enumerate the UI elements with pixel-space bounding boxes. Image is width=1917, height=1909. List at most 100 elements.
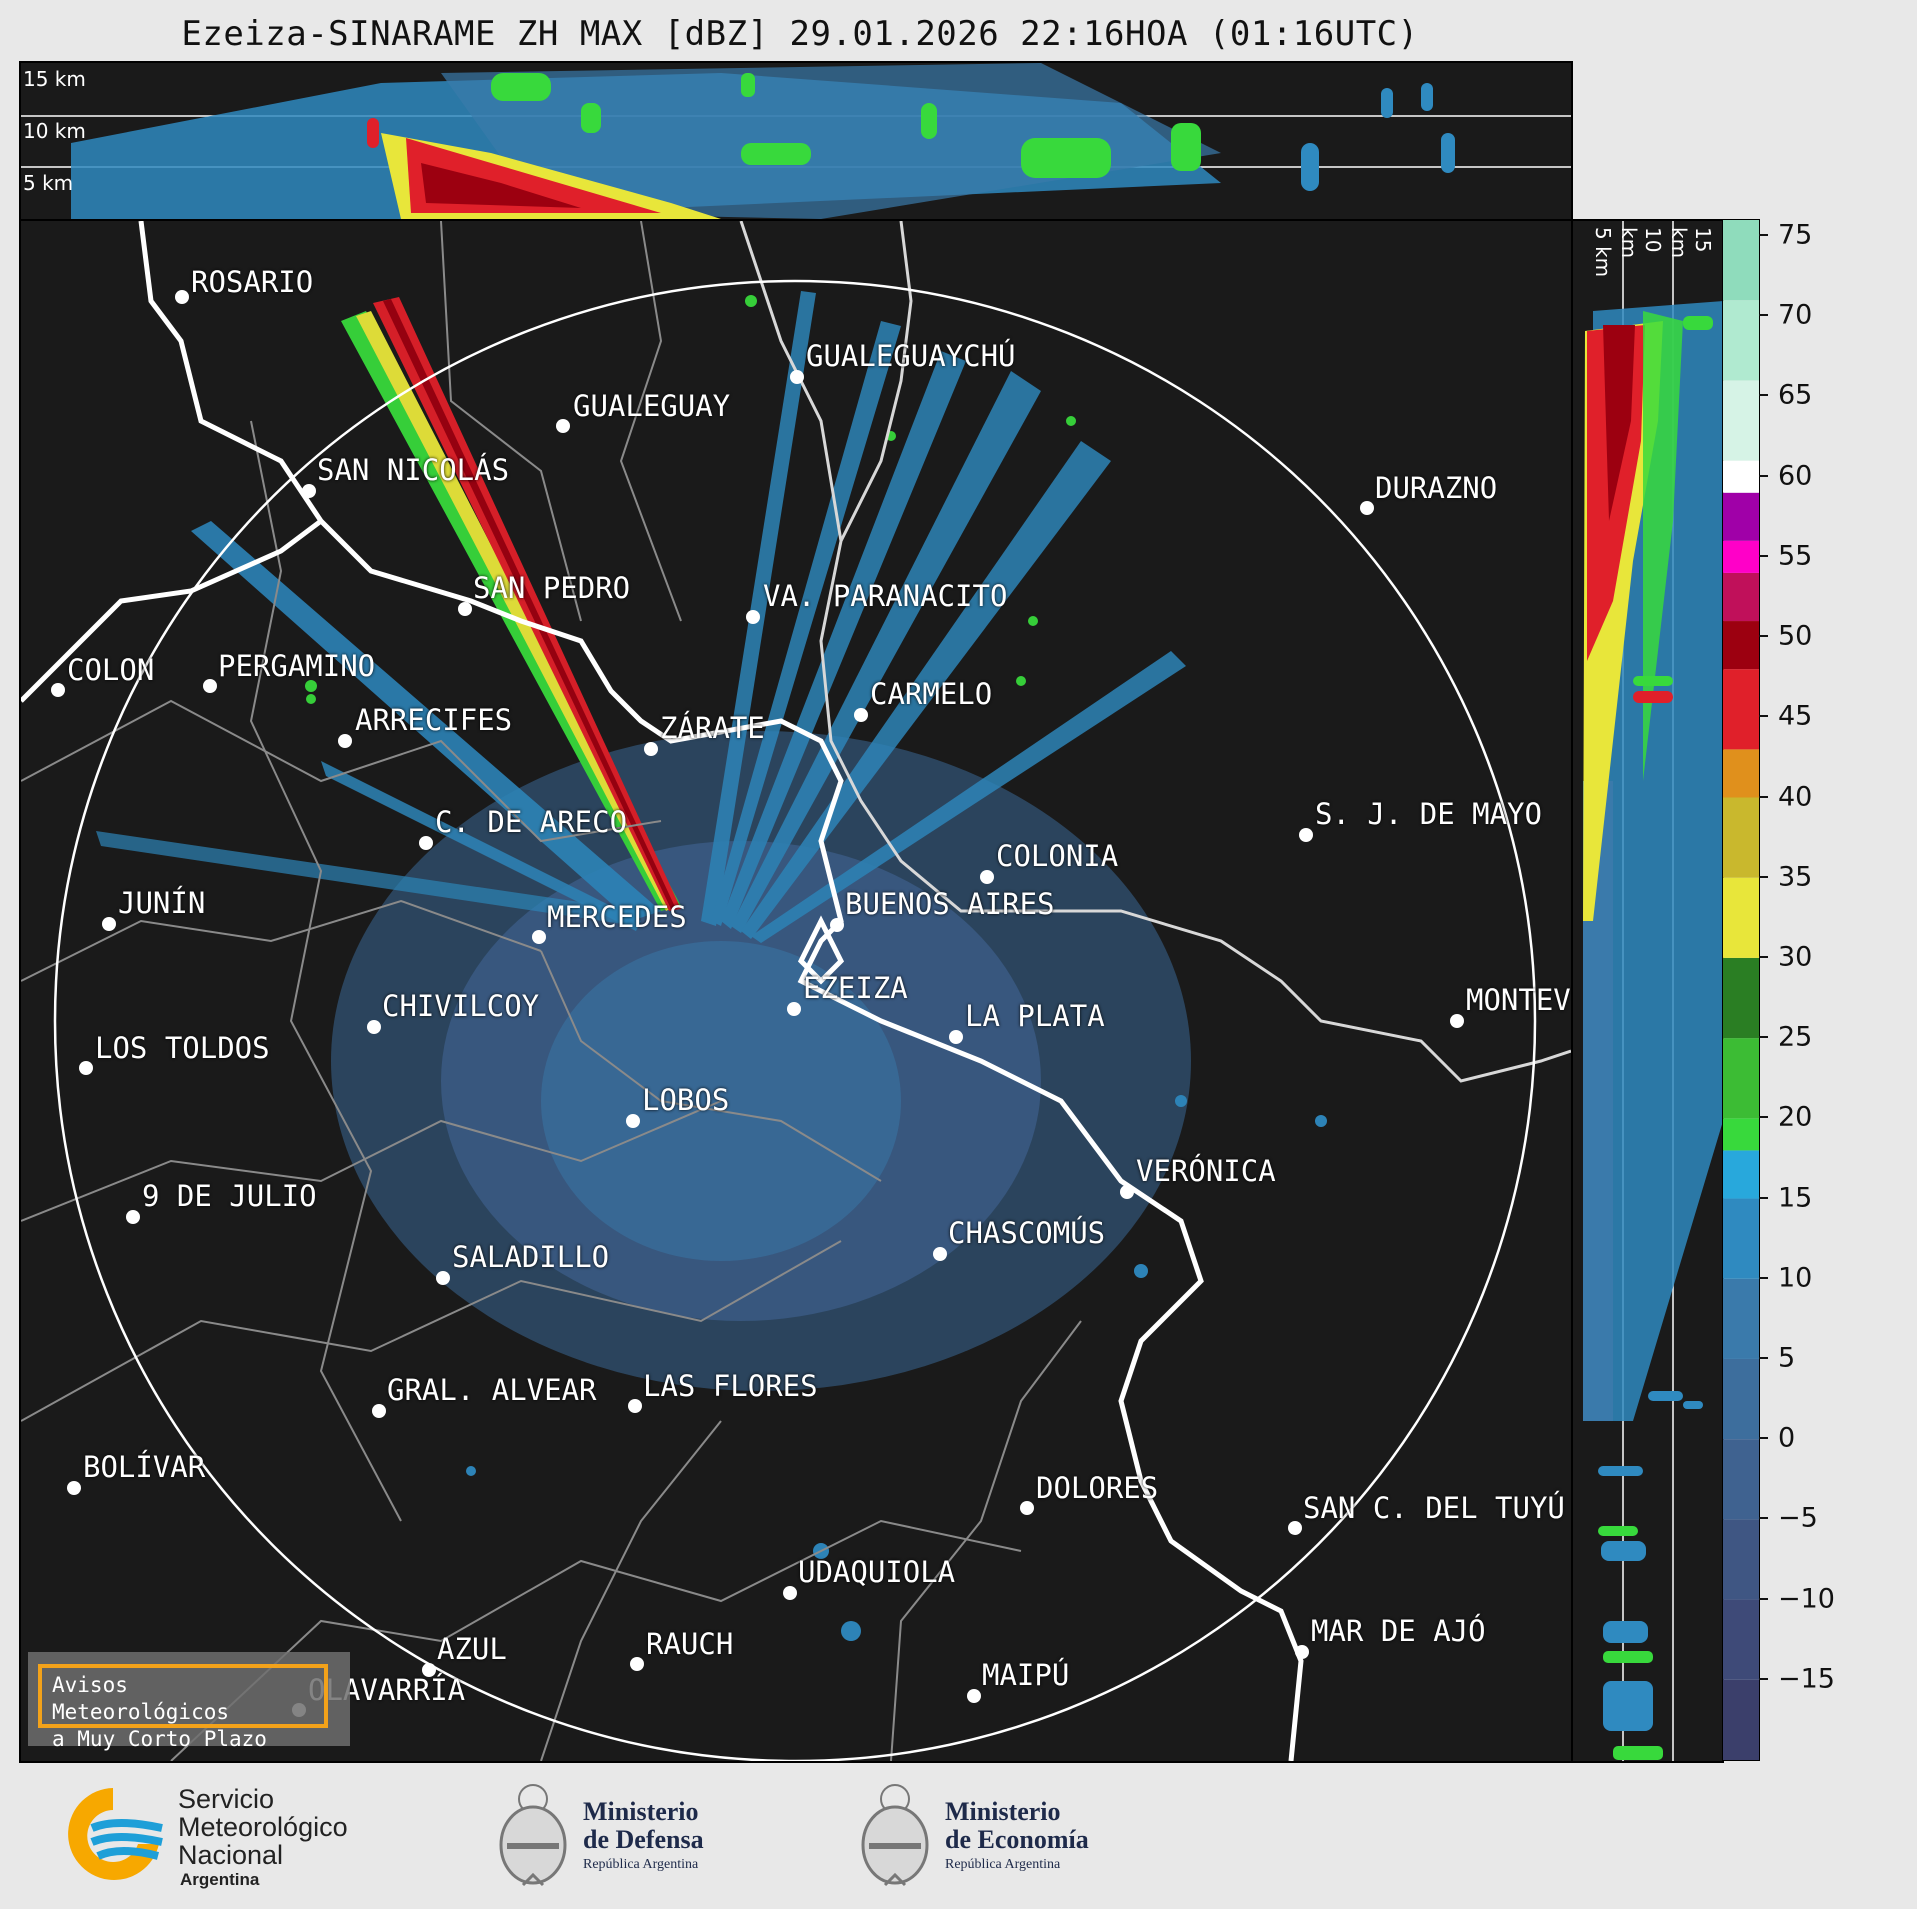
- escudo-defensa-icon: [499, 1784, 567, 1887]
- colorbar-segment: [1723, 572, 1759, 622]
- defensa-logo-line1: Ministerio: [583, 1797, 699, 1826]
- colorbar-tick-mark: [1759, 795, 1768, 798]
- city-label-gral-alvear: GRAL. ALVEAR: [387, 1373, 597, 1407]
- ministerio-economia-logo: Ministerio de Economía República Argenti…: [855, 1775, 1125, 1900]
- colorbar-tick-mark: [1759, 1677, 1768, 1680]
- colorbar-segment: [1723, 1118, 1759, 1151]
- colorbar-tick-label: 5: [1778, 1342, 1796, 1374]
- colorbar-tick-label: 75: [1778, 219, 1813, 251]
- city-label-durazno: DURAZNO: [1375, 471, 1498, 505]
- city-label-dolores: DOLORES: [1036, 1471, 1159, 1505]
- colorbar-tick-mark: [1759, 234, 1768, 237]
- city-label-saladillo: SALADILLO: [452, 1240, 610, 1274]
- colorbar-segment: [1723, 957, 1759, 1039]
- city-label-maipu: MAIPÚ: [982, 1658, 1070, 1692]
- colorbar-tick-mark: [1759, 394, 1768, 397]
- colorbar-tick-label: 55: [1778, 540, 1813, 572]
- colorbar-tick-mark: [1759, 1517, 1768, 1520]
- city-label-chascomus: CHASCOMÚS: [948, 1216, 1106, 1250]
- colorbar-tick-mark: [1759, 1196, 1768, 1199]
- colorbar-segment: [1723, 1038, 1759, 1119]
- colorbar-tick-label: −15: [1778, 1663, 1835, 1695]
- colorbar-tick-label: 25: [1778, 1021, 1813, 1053]
- colorbar-tick-label: 20: [1778, 1101, 1813, 1133]
- colorbar-segment: [1723, 1150, 1759, 1199]
- city-label-carmelo: CARMELO: [870, 677, 993, 711]
- city-label-las-flores: LAS FLORES: [643, 1369, 818, 1403]
- city-label-rosario: ROSARIO: [191, 265, 314, 299]
- city-label-udaquiola: UDAQUIOLA: [798, 1555, 956, 1589]
- range-ring: [53, 279, 1537, 1761]
- colorbar-segment: [1723, 877, 1759, 958]
- city-label-san-c-del-tuyu: SAN C. DEL TUYÚ: [1303, 1491, 1565, 1525]
- city-label-gualeguaychu: GUALEGUAYCHÚ: [806, 339, 1016, 373]
- dbz-colorbar: [1722, 219, 1760, 1761]
- colorbar-tick-label: 40: [1778, 781, 1813, 812]
- warnings-box: Avisos Meteorológicos a Muy Corto Plazo: [28, 1652, 350, 1751]
- colorbar-tick-mark: [1759, 1597, 1768, 1600]
- city-label-lobos: LOBOS: [642, 1083, 730, 1117]
- ministerio-defensa-logo: Ministerio de Defensa República Argentin…: [493, 1775, 753, 1900]
- city-label-gualeguay: GUALEGUAY: [573, 389, 731, 423]
- city-label-sj-de-mayo: S. J. DE MAYO: [1315, 797, 1542, 831]
- city-label-zarate: ZÁRATE: [660, 711, 765, 745]
- city-label-chivilcoy: CHIVILCOY: [382, 989, 540, 1023]
- reflectivity-field: [96, 291, 1327, 1641]
- colorbar-segment: [1723, 1519, 1759, 1600]
- smn-logo-line3: Nacional: [178, 1840, 284, 1870]
- top-cross-section-plot: [21, 63, 1571, 219]
- colorbar-tick-label: 35: [1778, 861, 1813, 893]
- city-label-colonia: COLONIA: [996, 839, 1119, 873]
- city-label-9-de-julio: 9 DE JULIO: [142, 1179, 317, 1213]
- radar-map: [21, 221, 1571, 1761]
- city-label-mar-de-ajo: MAR DE AJÓ: [1311, 1614, 1486, 1648]
- city-label-veronica: VERÓNICA: [1136, 1154, 1276, 1188]
- colorbar-tick-label: 45: [1778, 700, 1813, 732]
- colorbar-segment: [1723, 460, 1759, 493]
- colorbar-tick-mark: [1759, 1036, 1768, 1039]
- colorbar-tick-mark: [1759, 1356, 1768, 1359]
- colorbar-tick-mark: [1759, 955, 1768, 958]
- smn-logo-line4: Argentina: [180, 1870, 260, 1889]
- city-label-va-paranacito: VA. PARANACITO: [763, 579, 1008, 613]
- colorbar-segment: [1723, 1599, 1759, 1680]
- colorbar-segment: [1723, 1358, 1759, 1440]
- colorbar-tick-mark: [1759, 314, 1768, 317]
- side-alt-label-10km: 10 km: [1617, 227, 1665, 259]
- side-alt-label-5km: 5 km: [1591, 227, 1615, 278]
- city-label-san-pedro: SAN PEDRO: [473, 571, 631, 605]
- colorbar-segment: [1723, 300, 1759, 381]
- economia-logo-line3: República Argentina: [945, 1857, 1061, 1872]
- city-label-arrecifes: ARRECIFES: [355, 703, 513, 737]
- defensa-logo-line2: de Defensa: [583, 1825, 704, 1854]
- city-label-los-toldos: LOS TOLDOS: [95, 1031, 270, 1065]
- colorbar-tick-label: 70: [1778, 299, 1813, 331]
- colorbar-segment: [1723, 797, 1759, 878]
- colorbar-tick-mark: [1759, 1116, 1768, 1119]
- city-label-c-de-areco: C. DE ARECO: [435, 805, 628, 839]
- colorbar-tick-label: 0: [1778, 1422, 1796, 1454]
- smn-logo-icon: [68, 1788, 163, 1880]
- dbz-colorbar-scale: [1723, 220, 1759, 1760]
- top-alt-label-10km: 10 km: [23, 119, 86, 143]
- smn-logo-line1: Servicio: [178, 1784, 275, 1814]
- city-label-montev: MONTEV: [1466, 983, 1571, 1017]
- colorbar-tick-label: 10: [1778, 1262, 1813, 1294]
- colorbar-tick-mark: [1759, 1437, 1768, 1440]
- colorbar-segment: [1723, 749, 1759, 798]
- city-label-azul: AZUL: [437, 1632, 507, 1666]
- warnings-box-frame: Avisos Meteorológicos a Muy Corto Plazo: [38, 1664, 328, 1751]
- city-label-rauch: RAUCH: [646, 1627, 734, 1661]
- city-label-san-nicolas: SAN NICOLÁS: [317, 453, 510, 487]
- side-cross-section-panel: 5 km 10 km 15 km: [1571, 219, 1724, 1763]
- chart-title: Ezeiza-SINARAME ZH MAX [dBZ] 29.01.2026 …: [181, 14, 1419, 54]
- city-label-pergamino: PERGAMINO: [218, 649, 376, 683]
- colorbar-segment: [1723, 1278, 1759, 1359]
- defensa-logo-line3: República Argentina: [583, 1857, 699, 1872]
- colorbar-segment: [1723, 220, 1759, 301]
- colorbar-segment: [1723, 380, 1759, 461]
- side-alt-label-15km: 15 km: [1667, 227, 1715, 259]
- colorbar-tick-mark: [1759, 1276, 1768, 1279]
- radar-map-panel: ROSARIO GUALEGUAYCHÚ GUALEGUAY SAN NICOL…: [19, 219, 1573, 1763]
- economia-logo-line1: Ministerio: [945, 1797, 1061, 1826]
